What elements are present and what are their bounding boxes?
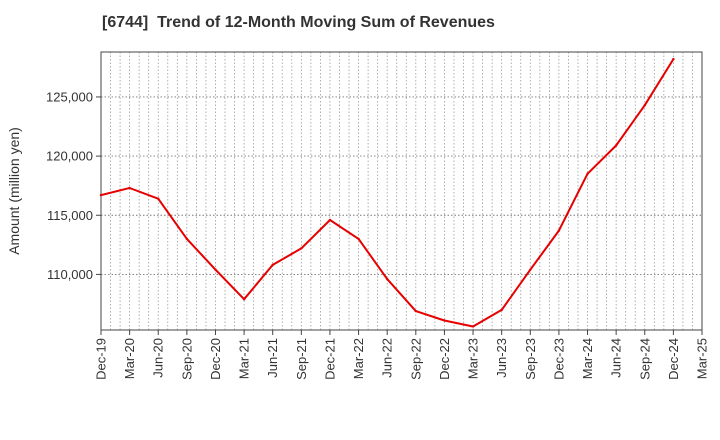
x-tick-label: Jun-20 [151,338,166,378]
x-tick-label: Dec-24 [666,338,681,380]
data-point [529,268,532,271]
x-tick-label: Dec-20 [208,338,223,380]
x-tick-label: Dec-23 [551,338,566,380]
data-point [214,268,217,271]
chart-title: [6744] Trend of 12-Month Moving Sum of R… [102,14,495,31]
x-tick-label: Sep-22 [408,338,423,380]
y-tick-label: 115,000 [47,208,93,223]
data-point [128,186,131,190]
x-tick-label: Jun-23 [494,338,509,378]
x-tick-label: Jun-24 [609,338,624,378]
data-point [672,57,675,61]
data-point [357,237,360,241]
data-point [99,193,103,197]
data-point [157,197,160,200]
x-tick-label: Sep-21 [294,338,309,380]
data-point [185,237,189,241]
plot-area [101,52,702,330]
x-tick-label: Mar-25 [695,338,710,379]
x-tick-label: Dec-21 [322,338,337,380]
data-point [443,319,446,322]
data-point [643,104,646,107]
data-point [300,247,303,250]
x-tick-label: Dec-22 [437,338,452,380]
data-point [471,325,475,328]
data-point [271,263,274,267]
y-tick-label: 125,000 [46,89,93,104]
data-point [328,218,332,222]
data-point [500,308,503,312]
y-tick-label: 110,000 [47,267,93,282]
y-tick-label: 120,000 [46,149,93,164]
x-tick-label: Dec-19 [94,338,109,380]
x-tick-label: Mar-23 [466,338,481,379]
data-point [614,144,618,147]
x-tick-label: Sep-20 [179,338,194,380]
x-tick-label: Sep-23 [523,338,538,380]
x-tick-label: Sep-24 [637,338,652,380]
plot-frame [100,51,703,331]
data-point [557,229,561,232]
data-point [385,277,389,281]
x-tick-label: Mar-24 [580,338,595,379]
x-tick-label: Mar-20 [122,338,137,379]
x-tick-label: Mar-21 [237,338,252,379]
x-tick-label: Jun-21 [265,338,280,378]
data-point [242,298,246,301]
data-point [586,172,589,176]
x-tick-label: Jun-22 [380,338,395,378]
y-axis-label: Amount (million yen) [6,127,22,255]
data-point [414,309,418,313]
x-tick-label: Mar-22 [351,338,366,379]
